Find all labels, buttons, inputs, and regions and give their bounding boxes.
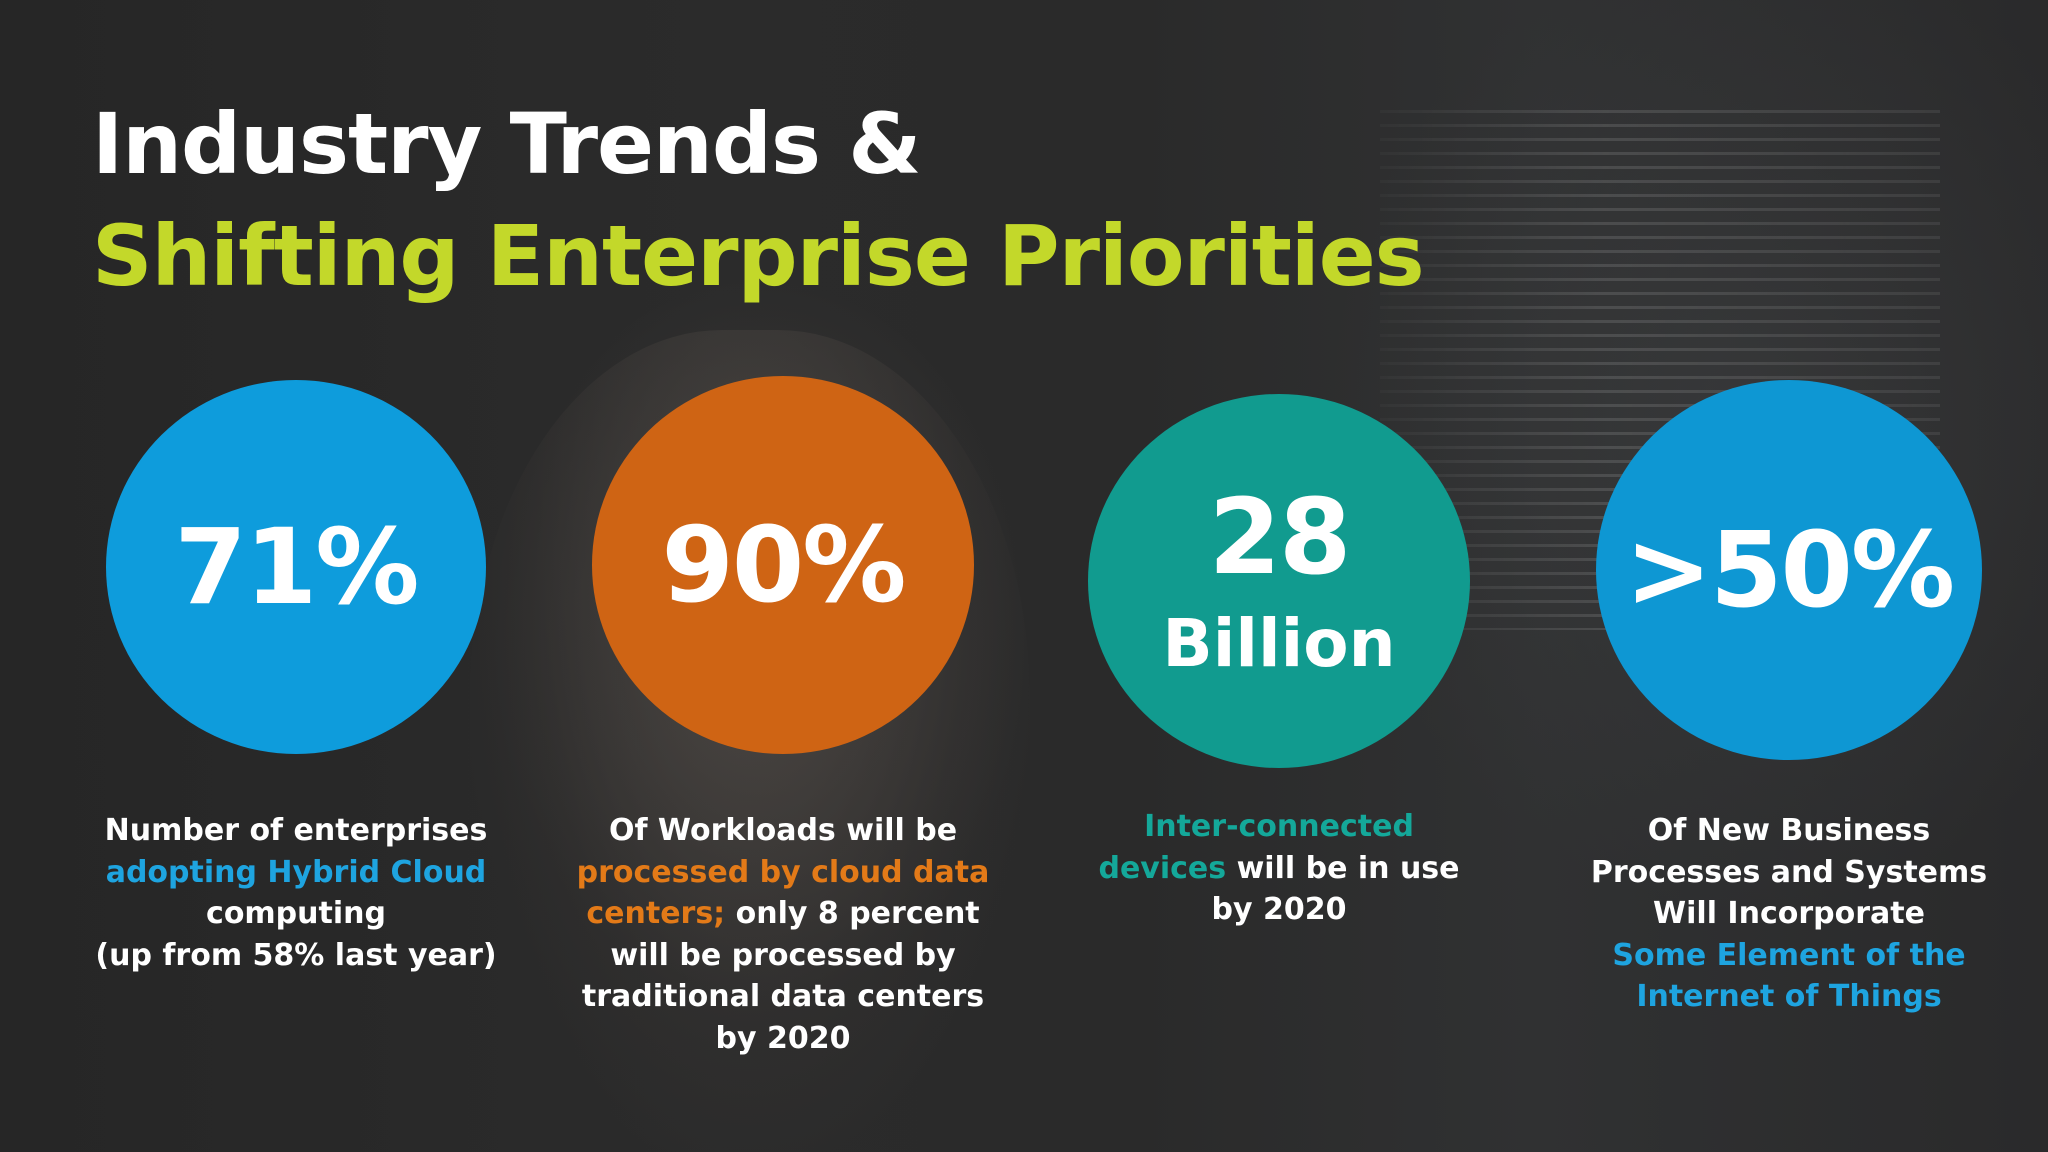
desc-line: Inter-connected	[1098, 806, 1459, 848]
desc-text: Number of enterprises	[104, 813, 488, 848]
stat-value: 28	[1208, 476, 1352, 598]
desc-highlight: devices	[1098, 850, 1227, 886]
desc-text: will be processed by	[610, 937, 956, 973]
desc-line: processed by cloud data	[577, 852, 990, 894]
desc-line: Processes and Systems	[1591, 852, 1987, 894]
stat-unit: Billion	[1162, 605, 1396, 682]
stat-circle: >50%	[1596, 380, 1982, 760]
desc-line: devices will be in use	[1098, 848, 1459, 890]
stat-description: Of Workloads will be processed by cloud …	[577, 810, 990, 1059]
desc-text: will be in use	[1226, 850, 1460, 886]
desc-text: (up from 58% last year)	[95, 937, 497, 973]
desc-line: (up from 58% last year)	[95, 935, 496, 977]
stat-cloud-workloads: 90% Of Workloads will be processed by cl…	[577, 376, 989, 1059]
stat-description: Of New Business Processes and Systems Wi…	[1591, 810, 1987, 1018]
stat-description: Inter-connected devices will be in use b…	[1098, 806, 1459, 931]
desc-highlight: adopting Hybrid Cloud	[105, 854, 487, 890]
desc-line: Will Incorporate	[1591, 893, 1987, 935]
desc-text: Will Incorporate	[1653, 896, 1925, 931]
desc-line: will be processed by	[577, 935, 990, 977]
title-line-2: Shifting Enterprise Priorities	[92, 207, 1425, 305]
desc-line: traditional data centers	[577, 976, 990, 1018]
desc-line: Internet of Things	[1591, 976, 1987, 1018]
desc-line: centers; only 8 percent	[577, 893, 990, 935]
desc-text: only 8 percent	[725, 896, 980, 931]
desc-line: by 2020	[1098, 889, 1459, 931]
desc-line: Number of enterprises	[95, 810, 496, 852]
desc-text: by 2020	[715, 1020, 851, 1056]
desc-text: Of New Business	[1647, 813, 1931, 848]
stat-circle: 90%	[592, 376, 974, 754]
desc-line: Of New Business	[1591, 810, 1987, 852]
desc-line: computing	[95, 893, 496, 935]
stat-description: Number of enterprises adopting Hybrid Cl…	[95, 810, 496, 976]
stat-value: 71%	[174, 506, 420, 628]
desc-text: Processes and Systems	[1590, 854, 1988, 890]
stat-connected-devices: 28 Billion Inter-connected devices will …	[1088, 394, 1470, 931]
desc-line: Of Workloads will be	[577, 810, 990, 852]
stat-value: 90%	[661, 504, 907, 626]
desc-highlight: processed by cloud data	[576, 854, 990, 890]
desc-highlight: centers;	[586, 896, 726, 931]
stat-circle: 71%	[106, 380, 486, 754]
desc-highlight: Inter-connected	[1144, 809, 1414, 844]
desc-line: Some Element of the	[1591, 935, 1987, 977]
stat-circle: 28 Billion	[1088, 394, 1470, 768]
desc-text: Of Workloads will be	[608, 813, 958, 848]
desc-highlight: Some Element of the	[1612, 937, 1966, 973]
slide-title: Industry Trends & Shifting Enterprise Pr…	[92, 88, 1425, 312]
desc-text: by 2020	[1211, 892, 1347, 927]
stat-value: >50%	[1624, 509, 1955, 631]
desc-highlight: Internet of Things	[1636, 979, 1942, 1014]
title-line-1: Industry Trends &	[92, 95, 921, 193]
desc-line: by 2020	[577, 1018, 990, 1060]
desc-text: traditional data centers	[581, 979, 985, 1014]
stat-hybrid-cloud: 71% Number of enterprises adopting Hybri…	[95, 380, 497, 976]
desc-line: adopting Hybrid Cloud	[95, 852, 496, 894]
desc-text: computing	[206, 896, 386, 931]
stat-iot-processes: >50% Of New Business Processes and Syste…	[1591, 380, 1987, 1018]
